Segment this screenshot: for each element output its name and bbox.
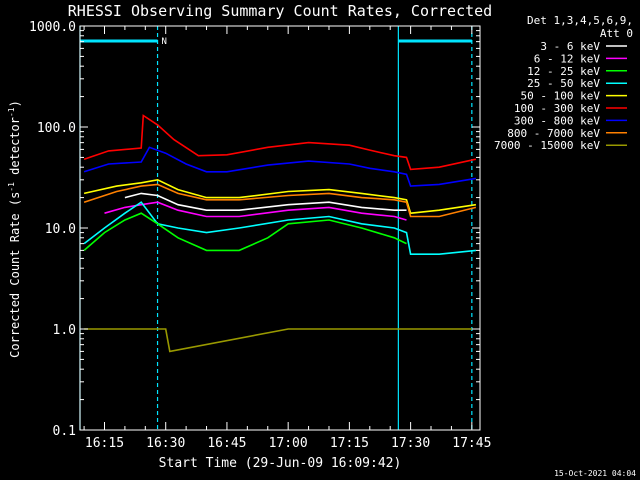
x-tick-label: 16:45: [207, 436, 246, 451]
series-line-4: [83, 183, 477, 218]
footer-timestamp: 15-Oct-2021 04:04: [554, 469, 636, 478]
y-tick-label: 1000.0: [29, 20, 76, 35]
series-line-1: [83, 114, 477, 171]
y-axis-label-end: ): [8, 100, 22, 107]
y-axis-label: Corrected Count Rate (s-1 detector-1): [7, 100, 22, 358]
x-tick-label: 16:30: [146, 436, 185, 451]
legend-entry-label: 50 - 100 keV: [521, 90, 601, 103]
x-tick-label: 16:15: [85, 436, 124, 451]
series-line-5: [124, 192, 407, 211]
legend-header-attenuator: Att 0: [600, 27, 633, 40]
y-axis-label-exponent-2: -1: [7, 107, 16, 117]
x-tick-label: 17:00: [269, 436, 308, 451]
series-line-3: [83, 178, 477, 215]
x-axis-label: Start Time (29-Jun-09 16:09:42): [159, 456, 402, 471]
x-tick-label: 17:30: [391, 436, 430, 451]
chart-title: RHESSI Observing Summary Count Rates, Co…: [68, 2, 492, 20]
legend-entry-label: 7000 - 15000 keV: [494, 139, 600, 152]
y-tick-label: 10.0: [45, 222, 76, 237]
legend-entry-label: 300 - 800 keV: [514, 114, 600, 127]
y-axis-label-main: Corrected Count Rate (s: [8, 192, 22, 358]
legend-entry-label: 3 - 6 keV: [540, 40, 600, 53]
legend-header-detectors: Det 1,3,4,5,6,9,: [527, 14, 633, 27]
x-tick-label: 17:15: [330, 436, 369, 451]
y-tick-label: 100.0: [37, 121, 76, 136]
y-tick-label: 0.1: [53, 424, 76, 439]
plot-area: N 1000.0 100.0 10.0 1.0 0.1 16:15 16:30 16:45 17:…: [29, 20, 491, 451]
flag-label: N: [162, 37, 167, 47]
legend-entry-label: 25 - 50 keV: [527, 77, 600, 90]
y-axis-label-exponent-1: -1: [7, 182, 16, 192]
legend-entry-label: 800 - 7000 keV: [507, 127, 600, 140]
series-line-2: [83, 146, 477, 187]
legend-entry-label: 6 - 12 keV: [534, 52, 601, 65]
x-tick-label: 17:45: [452, 436, 491, 451]
legend-entry-label: 100 - 300 keV: [514, 102, 600, 115]
y-tick-label: 1.0: [53, 323, 76, 338]
legend-entry-label: 12 - 25 keV: [527, 65, 600, 78]
series-line-7: [83, 201, 476, 255]
series-line-9: [84, 328, 472, 353]
y-axis-label-mid: detector: [8, 117, 22, 182]
series-line-8: [83, 212, 407, 252]
series-line-6: [104, 201, 407, 221]
